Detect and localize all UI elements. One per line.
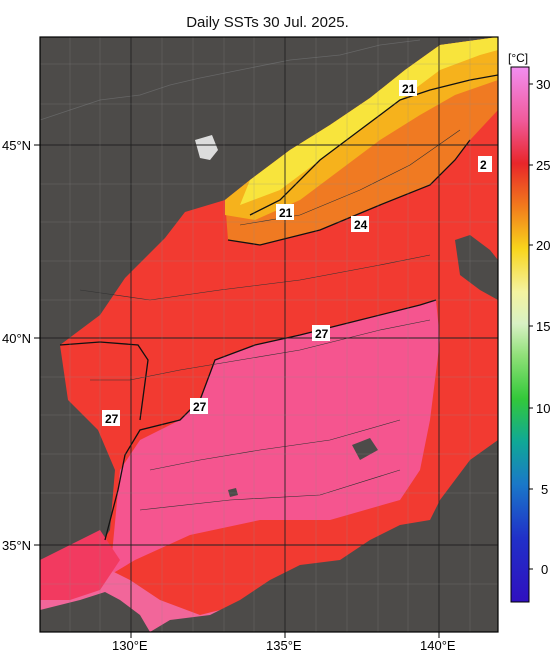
lat-label-45: 45°N bbox=[2, 138, 31, 153]
hokkaido-land bbox=[455, 235, 498, 300]
colorbar-tick-10: 10 bbox=[536, 401, 550, 416]
colorbar-tick-30: 30 bbox=[536, 77, 550, 92]
contour-21-line bbox=[249, 74, 498, 216]
colorbar-tick-20: 20 bbox=[536, 238, 550, 253]
lat-label-40: 40°N bbox=[2, 331, 31, 346]
kyushu-land bbox=[40, 592, 150, 632]
lon-label-135: 135°E bbox=[266, 638, 302, 653]
colorbar-tick-15: 15 bbox=[536, 319, 550, 334]
contour-27-west bbox=[59, 341, 149, 421]
unit-label: [°C] bbox=[508, 51, 528, 65]
lake-khanka bbox=[195, 135, 218, 160]
contour-labels: 21 2 21 24 27 27 27 bbox=[102, 80, 492, 426]
colorbar-tick-25: 25 bbox=[536, 158, 550, 173]
contour-label-27-west: 27 bbox=[105, 412, 119, 426]
contour-label-21: 21 bbox=[279, 206, 293, 220]
warm-zone bbox=[110, 300, 440, 575]
lon-label-140: 140°E bbox=[420, 638, 456, 653]
contour-label-2-edge: 2 bbox=[480, 158, 487, 172]
contour-label-24: 24 bbox=[354, 218, 368, 232]
colorbar bbox=[510, 66, 530, 603]
lon-label-130: 130°E bbox=[112, 638, 148, 653]
grid-lines bbox=[40, 37, 498, 632]
contour-label-27-east: 27 bbox=[315, 327, 329, 341]
map-title: Daily SSTs 30 Jul. 2025. bbox=[186, 14, 349, 31]
oki-island bbox=[228, 488, 238, 497]
colorbar-tick-5: 5 bbox=[541, 482, 548, 497]
map-frame bbox=[39, 36, 499, 633]
contour-27-line bbox=[104, 299, 437, 541]
sado-island bbox=[352, 438, 378, 460]
contour-24-line bbox=[227, 139, 471, 246]
contour-label-27-mid: 27 bbox=[193, 400, 207, 414]
lat-label-35: 35°N bbox=[2, 538, 31, 553]
cold-zone bbox=[240, 37, 498, 205]
contour-label-21-north: 21 bbox=[402, 82, 416, 96]
colorbar-tick-0: 0 bbox=[541, 562, 548, 577]
